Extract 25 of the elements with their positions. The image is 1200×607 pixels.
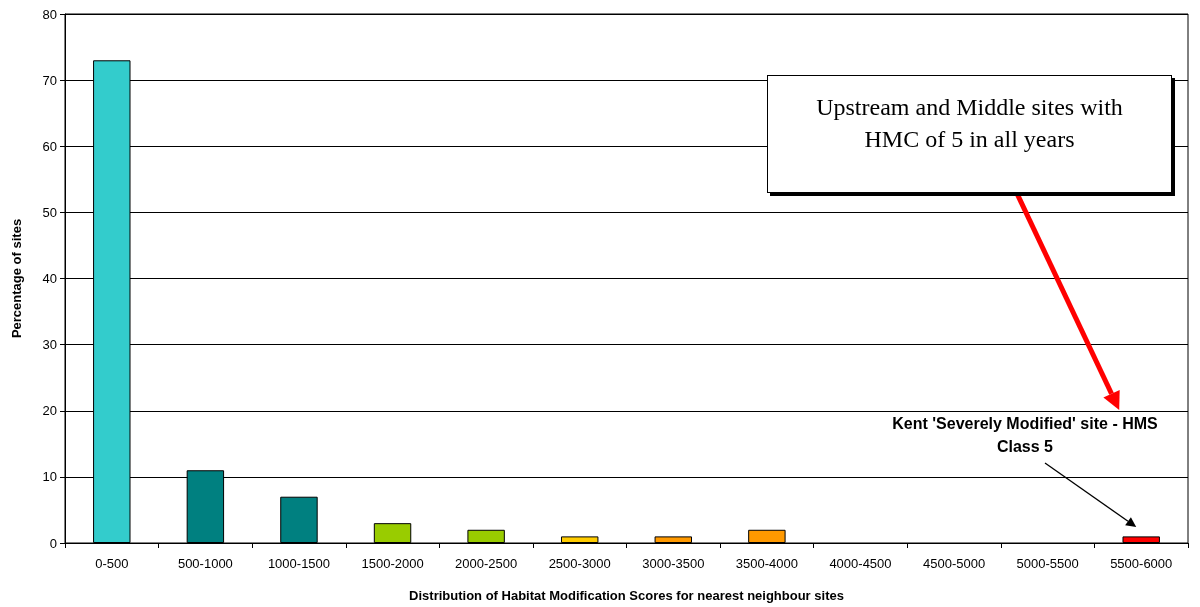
y-tick-label: 60: [42, 138, 57, 154]
x-tick-label: 2500-3000: [548, 556, 611, 571]
x-tick-label: 5000-5500: [1016, 556, 1079, 571]
annotation: Upstream and Middle sites with HMC of 5 in all years: [815, 93, 1124, 154]
x-tick-label: 3500-4000: [735, 556, 798, 571]
y-tick-label: 10: [42, 469, 57, 485]
y-tick-label: 0: [49, 535, 57, 551]
x-tick-label: 5500-6000: [1110, 556, 1173, 571]
x-tick-label: 1000-1500: [267, 556, 331, 571]
y-tick-label: 20: [42, 403, 57, 419]
x-tick-label: 2000-2500: [455, 556, 518, 571]
y-tick-label: 30: [42, 337, 57, 353]
y-tick-label: 40: [42, 271, 57, 286]
x-tick-label: 3000-3500: [642, 556, 705, 571]
x-axis-title: Distribution of Habitat Modification Scores for nearest neighbour sites: [409, 588, 844, 603]
y-tick-label: 50: [42, 204, 57, 220]
x-tick-label: 4000-4500: [829, 556, 892, 571]
annotation: Kent 'Severely Modified' site - HMS Class 5: [891, 414, 1159, 457]
x-tick-label: 0-500: [95, 556, 129, 571]
x-tick-label: 4500-5000: [922, 556, 986, 571]
y-tick-label: 70: [42, 72, 57, 88]
y-axis-title: Percentage of sites: [9, 218, 24, 339]
y-tick-label: 80: [42, 6, 57, 22]
x-tick-label: 1500-2000: [361, 556, 424, 571]
x-tick-label: 500-1000: [177, 556, 233, 571]
